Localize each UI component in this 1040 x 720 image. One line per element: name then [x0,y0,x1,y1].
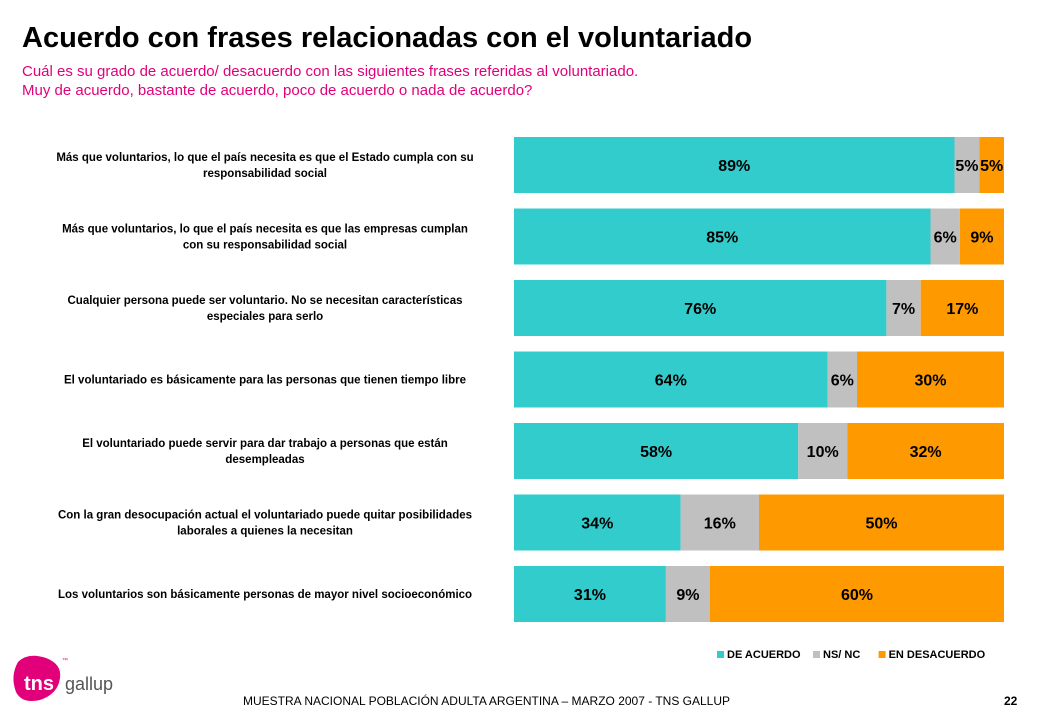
footer-text: MUESTRA NACIONAL POBLACIÓN ADULTA ARGENT… [243,694,731,708]
page-number: 22 [1004,694,1018,708]
legend-label: NS/ NC [823,649,860,661]
category-label: Con la gran desocupación actual el volun… [58,510,472,522]
category-label: Más que voluntarios, lo que el país nece… [62,224,468,236]
legend-swatch [878,651,886,658]
tns-gallup-logo: tns ™ gallup [13,655,113,701]
category-label: Cualquier persona puede ser voluntario. … [68,295,463,307]
bar-segment-en-desacuerdo [759,494,1004,551]
data-label: 5% [980,158,1003,175]
category-label: El voluntariado puede servir para dar tr… [82,438,448,450]
category-label: responsabilidad social [203,168,327,180]
data-label: 76% [684,301,716,318]
bar-segment-ns-nc [954,137,980,193]
category-label: Más que voluntarios, lo que el país nece… [56,152,473,164]
logo-sub-text: gallup [65,674,113,694]
data-label: 5% [955,158,978,175]
bar-segment-ns-nc [930,208,960,265]
category-label: Los voluntarios son básicamente personas… [58,589,472,601]
bar-segment-ns-nc [886,280,921,336]
subtitle-line-2: Muy de acuerdo, bastante de acuerdo, poc… [22,82,533,99]
data-label: 9% [676,587,699,604]
subtitle-line-1: Cuál es su grado de acuerdo/ desacuerdo … [22,63,639,80]
bar-segment-en-desacuerdo [847,423,1004,479]
bar-segment-de-acuerdo [514,423,799,479]
data-label: 34% [581,516,613,533]
bar-segment-en-desacuerdo [979,137,1004,193]
data-label: 6% [831,373,854,390]
data-label: 7% [892,301,915,318]
bar-segment-en-desacuerdo [710,566,1004,622]
category-label: especiales para serlo [207,311,323,323]
data-label: 16% [704,516,736,533]
category-label: con su responsabilidad social [183,240,347,252]
logo-brand-text: tns [24,673,54,695]
bar-segment-de-acuerdo [514,351,828,408]
data-label: 6% [934,230,957,247]
data-label: 32% [910,444,942,461]
bar-segment-ns-nc [680,494,759,551]
page-subtitle: Cuál es su grado de acuerdo/ desacuerdo … [22,62,638,100]
data-label: 31% [574,587,606,604]
bar-segment-en-desacuerdo [857,351,1004,408]
data-label: 64% [655,373,687,390]
legend-swatch [813,651,820,658]
legend-label: DE ACUERDO [727,649,801,661]
data-label: 9% [970,230,993,247]
category-label: laborales a quienes la necesitan [177,526,353,538]
bar-segment-de-acuerdo [514,208,931,265]
data-label: 89% [718,158,750,175]
legend-swatch [717,651,724,658]
bar-segment-de-acuerdo [514,566,666,622]
data-label: 50% [865,516,897,533]
data-label: 10% [807,444,839,461]
data-label: 85% [706,230,738,247]
logo-tm-text: ™ [62,657,68,664]
bar-segment-de-acuerdo [514,137,955,193]
bar-segment-de-acuerdo [514,280,887,336]
data-label: 30% [914,373,946,390]
bar-segment-de-acuerdo [514,494,681,551]
bar-segment-en-desacuerdo [959,208,1004,265]
data-label: 60% [841,587,873,604]
bar-segment-ns-nc [827,351,857,408]
page-title: Acuerdo con frases relacionadas con el v… [22,22,753,54]
bar-segment-ns-nc [665,566,710,622]
legend-label: EN DESACUERDO [889,649,986,661]
logo-blob-shape [13,655,61,701]
bar-segment-ns-nc [798,423,848,479]
data-label: 17% [946,301,978,318]
bar-segment-en-desacuerdo [920,280,1004,336]
category-label: El voluntariado es básicamente para las … [64,375,466,387]
category-label: desempleadas [225,454,304,466]
data-label: 58% [640,444,672,461]
